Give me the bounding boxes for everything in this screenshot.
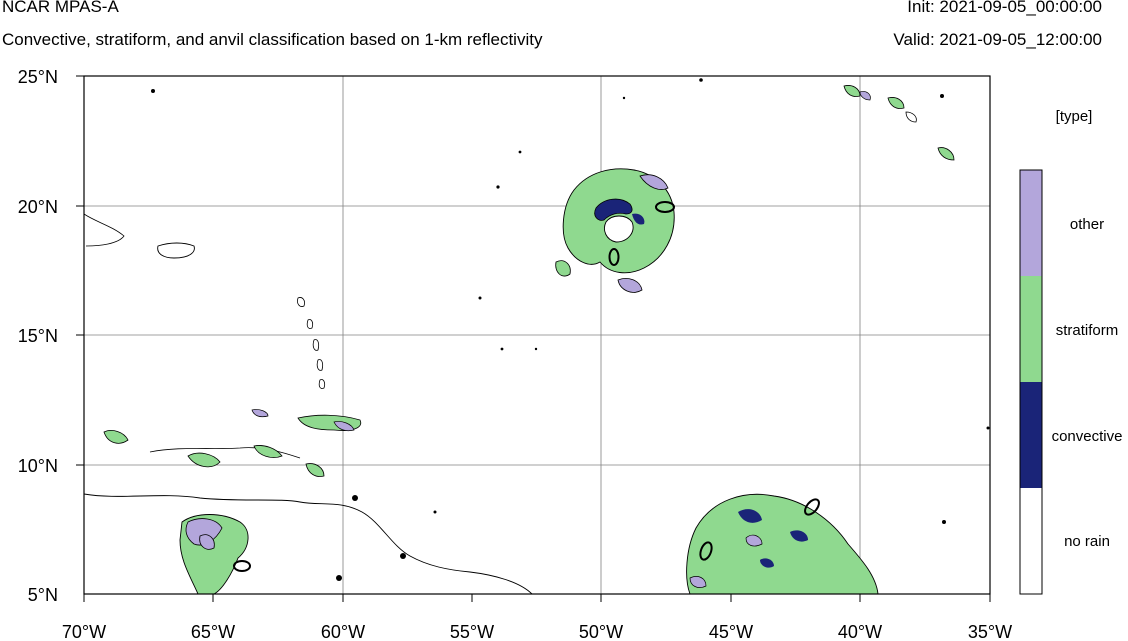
legend: [type] other stratiform convective no ra… [1019,108,1123,595]
rain-area-stratiform [937,147,955,161]
gridlines [84,76,990,594]
rain-area-stratiform [103,430,129,444]
island [316,359,324,371]
rain-area-stratiform [686,493,879,594]
rain-area-anvil [251,409,269,418]
rain-area-anvil [333,421,355,432]
island [306,319,314,329]
echo-dot [336,575,342,581]
coastline-south-america [84,493,533,594]
echo-dot [496,185,500,189]
plot-description: Convective, stratiform, and anvil classi… [2,30,543,49]
legend-swatch-no-rain [1020,488,1042,594]
rain-area-convective [760,558,774,568]
coastline-venezuela-north [149,447,301,459]
lon-label: 55°W [450,622,494,641]
rain-area-anvil [199,534,215,550]
rain-area-convective [790,530,808,542]
echo-dot [400,553,406,559]
caribbean-rain-areas [103,409,362,594]
valid-time: Valid: 2021-09-05_12:00:00 [893,30,1102,49]
rain-area-anvil [689,576,707,588]
legend-label-other: other [1070,216,1104,233]
legend-swatch-stratiform [1020,276,1042,382]
hurricane-system [555,168,675,293]
ellipse-marker [699,541,713,561]
rain-area-anvil [745,534,763,547]
hurricane-convective-cell [632,213,645,225]
northeast-rain-cells [843,85,955,161]
legend-label-stratiform: stratiform [1056,322,1119,339]
tick-marks [76,75,991,602]
lat-label: 20°N [18,197,58,217]
legend-swatch-other [1020,170,1042,276]
legend-label-no-rain: no rain [1064,533,1110,550]
lat-label: 25°N [18,67,58,87]
rainband-anvil [617,278,643,293]
echo-dot [986,426,990,430]
echo-dot [940,94,944,98]
lon-label: 45°W [709,622,753,641]
ellipse-marker [804,498,820,516]
lon-label: 70°W [62,622,106,641]
lon-label: 60°W [321,622,365,641]
island [312,339,320,351]
legend-title: [type] [1056,108,1093,125]
echo-dot [699,78,703,82]
rain-area-convective [738,509,762,523]
echo-dot [942,520,946,524]
island-puerto-rico [157,242,195,259]
lon-label: 40°W [838,622,882,641]
echo-dot [433,510,437,514]
echo-dot [151,89,155,93]
init-time: Init: 2021-09-05_00:00:00 [907,0,1102,16]
lon-label: 65°W [191,622,235,641]
echo-dot [352,495,358,501]
echo-dot [500,347,504,351]
ellipse-marker [608,248,620,266]
legend-frame [1019,169,1043,595]
rain-area-stratiform [305,463,325,477]
echo-dot [534,347,538,351]
island [318,379,326,389]
hurricane-eye [604,215,634,243]
lat-label: 15°N [18,326,58,346]
lat-label: 5°N [28,585,58,605]
hurricane-anvil-region [639,174,669,190]
rain-area-stratiform [887,97,905,109]
lon-label: 50°W [579,622,623,641]
rain-area-stratiform [253,445,283,458]
lat-label: 10°N [18,456,58,476]
legend-label-convective: convective [1052,428,1123,445]
model-title: NCAR MPAS-A [2,0,119,16]
echo-dot [518,150,522,154]
lesser-antilles [297,297,326,389]
rain-area-stratiform [187,452,221,468]
legend-swatch-convective [1020,382,1042,488]
map-plot-area [83,75,991,595]
lat-tick-labels: 25°N 20°N 15°N 10°N 5°N [18,67,58,605]
hurricane-convective-core [594,198,633,221]
rain-area-outline [905,111,917,123]
ellipse-marker [655,201,675,213]
ellipse-marker [233,560,251,572]
island [297,297,305,307]
echo-dot [478,296,482,300]
lon-tick-labels: 70°W 65°W 60°W 55°W 50°W 45°W 40°W 35°W [62,622,1012,641]
scattered-echoes [151,78,990,581]
island-hispaniola [84,213,125,247]
southeast-rain-cluster [686,493,879,594]
rain-area-anvil [859,91,871,101]
echo-dot [622,96,626,100]
rainband-cell [555,260,571,277]
lon-label: 35°W [968,622,1012,641]
rain-area-stratiform [843,85,861,97]
